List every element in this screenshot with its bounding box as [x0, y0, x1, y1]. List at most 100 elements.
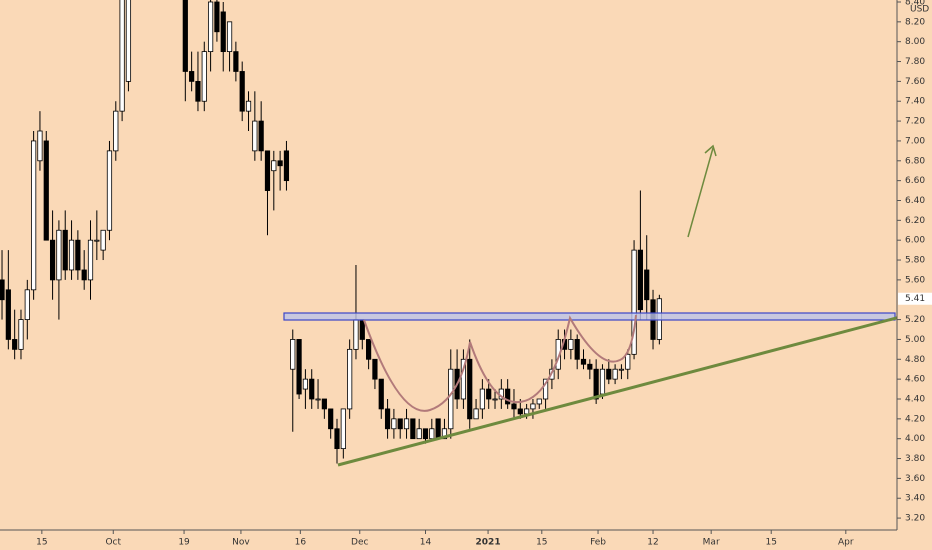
x-tick-label: 15 — [765, 538, 776, 548]
candle-body — [220, 11, 226, 53]
y-tick-label: 7.80 — [905, 57, 925, 67]
candle-body — [182, 0, 188, 72]
x-tick-label: Nov — [232, 538, 250, 548]
candle-body — [0, 279, 5, 301]
y-tick-label: 4.80 — [905, 355, 925, 365]
candle-body — [302, 378, 309, 390]
y-tick-label: 8.20 — [905, 17, 925, 27]
candle-body — [252, 120, 258, 152]
y-tick-label: 6.80 — [905, 156, 925, 166]
candle-body — [366, 339, 372, 360]
y-tick-label: 3.40 — [905, 494, 925, 504]
candle-body — [195, 80, 201, 102]
candle-body — [599, 368, 606, 395]
candle-body — [31, 140, 37, 291]
candle-body — [68, 239, 75, 271]
candle-body — [606, 368, 612, 380]
candle-body — [568, 339, 574, 350]
candle-body — [473, 408, 479, 420]
candle-body — [87, 239, 94, 281]
candle-body — [631, 249, 637, 355]
y-tick-label: 4.60 — [905, 375, 925, 385]
candle-body — [403, 418, 410, 430]
candle-body — [264, 150, 271, 191]
candle-body — [397, 418, 403, 430]
candle-body — [233, 51, 239, 72]
cup-curves — [363, 314, 637, 412]
candle-body — [12, 339, 18, 350]
candle-body — [94, 239, 100, 242]
candle-body — [416, 428, 422, 440]
x-tick-label: Dec — [351, 538, 368, 548]
currency-label: USD — [910, 5, 929, 15]
candle-body — [441, 428, 448, 440]
candle-body — [18, 319, 24, 350]
candle-body — [328, 408, 334, 430]
candle-body — [334, 428, 340, 450]
y-tick-label: 8.00 — [905, 37, 925, 47]
y-tick-label: 6.00 — [905, 236, 925, 246]
arrow-head — [704, 144, 717, 157]
candle-body — [290, 339, 296, 370]
candle-body — [347, 348, 353, 410]
y-tick-label: 8.40 — [905, 0, 925, 7]
last-price-label: 5.41 — [905, 294, 925, 304]
x-tick-label: 19 — [178, 538, 190, 548]
candle-body — [612, 368, 618, 380]
candle-body — [410, 418, 416, 440]
candle-body — [189, 71, 195, 82]
y-tick-label: 6.60 — [905, 176, 925, 186]
candle-body — [580, 358, 587, 365]
candle-body — [81, 269, 87, 281]
y-tick-label: 4.20 — [905, 414, 925, 424]
candle-body — [593, 368, 599, 400]
candle-body — [422, 428, 429, 440]
candle-body — [5, 289, 11, 340]
y-tick-label: 7.60 — [905, 77, 925, 87]
candle-body — [214, 1, 220, 33]
candle-body — [271, 160, 277, 172]
candle-body — [100, 229, 106, 251]
x-tick-label: 15 — [36, 538, 47, 548]
y-tick-label: 3.20 — [905, 514, 925, 524]
y-tick-label: 5.60 — [905, 275, 925, 285]
candle-body — [618, 368, 625, 371]
y-tick-label: 5.20 — [905, 315, 925, 325]
candle-body — [113, 110, 119, 152]
y-tick-label: 7.20 — [905, 117, 925, 127]
x-tick-label: Feb — [590, 538, 606, 548]
x-tick-label: 15 — [536, 538, 547, 548]
candle-body — [372, 358, 378, 380]
x-tick-label: 16 — [295, 538, 307, 548]
candle-body — [511, 403, 517, 410]
last-price-tag — [898, 292, 932, 305]
candle-body — [75, 239, 81, 271]
candle-body — [106, 150, 113, 231]
candle-body — [435, 418, 441, 440]
candle-body — [119, 0, 125, 112]
candle-body — [391, 418, 397, 430]
candle-body — [542, 378, 549, 400]
candle-body — [353, 319, 359, 350]
candle-body — [378, 378, 384, 410]
candle-body — [340, 408, 346, 450]
candle-body — [309, 378, 315, 400]
x-tick-label: 14 — [420, 538, 432, 548]
candle-body — [486, 388, 492, 400]
candle-body — [359, 319, 365, 340]
x-tick-label: 2021 — [476, 538, 501, 548]
candle-body — [207, 1, 214, 53]
candle-body — [245, 100, 252, 112]
candle-body — [524, 408, 530, 415]
candle-body — [448, 368, 454, 430]
candle-body — [37, 130, 43, 162]
candle-body — [467, 358, 473, 420]
candle-body — [321, 398, 327, 410]
candle-body — [258, 120, 264, 152]
candle-body — [587, 363, 593, 370]
y-tick-label: 5.80 — [905, 256, 925, 266]
y-tick-label: 3.80 — [905, 454, 925, 464]
candle-body — [637, 249, 643, 311]
candle-body — [384, 408, 391, 430]
